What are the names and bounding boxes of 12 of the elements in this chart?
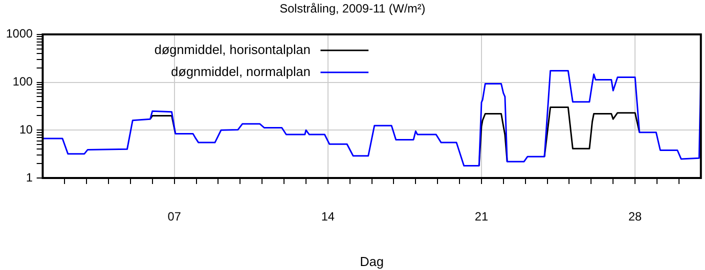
y-tick-label: 100 bbox=[12, 74, 34, 89]
x-axis-title: Dag bbox=[360, 254, 384, 269]
chart-title: Solstråling, 2009-11 (W/m²) bbox=[280, 2, 426, 16]
legend-label: døgnmiddel, normalplan bbox=[171, 64, 310, 79]
x-tick-label: 28 bbox=[628, 210, 642, 224]
legend-label: døgnmiddel, horisontalplan bbox=[154, 42, 310, 57]
y-tick-label: 1000 bbox=[6, 26, 34, 41]
y-tick-label: 1 bbox=[26, 170, 34, 184]
x-tick-label: 21 bbox=[474, 210, 488, 224]
y-tick-label: 10 bbox=[19, 122, 34, 136]
x-tick-label: 14 bbox=[321, 210, 335, 224]
x-tick-label: 07 bbox=[168, 210, 182, 224]
